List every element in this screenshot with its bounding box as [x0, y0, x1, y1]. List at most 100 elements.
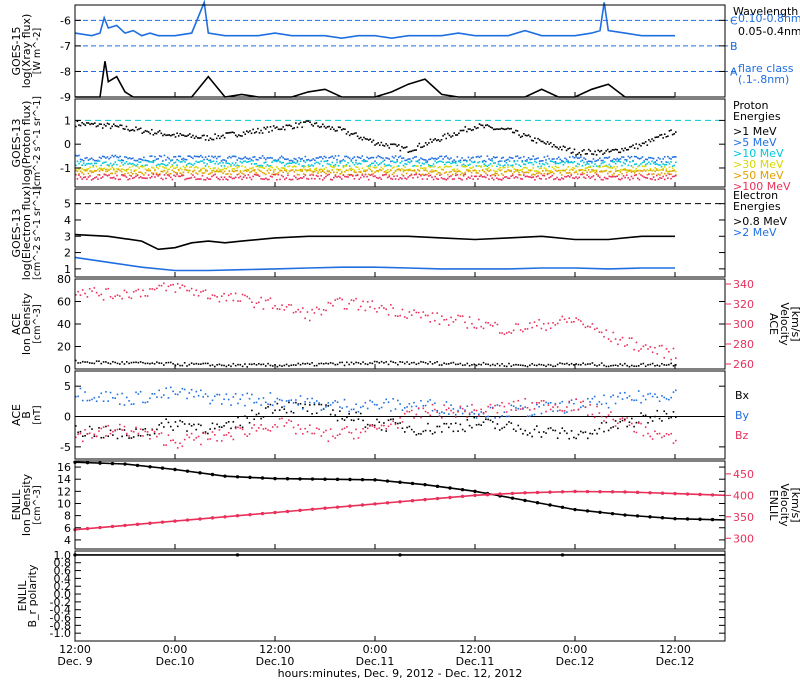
data-point: [95, 159, 98, 162]
data-point: [119, 178, 121, 181]
data-point: [85, 526, 90, 531]
data-point: [554, 178, 557, 180]
data-point: [174, 421, 177, 423]
data-point: [575, 176, 577, 178]
data-point: [160, 362, 163, 365]
data-point: [87, 172, 90, 175]
data-point: [127, 168, 129, 170]
data-point: [580, 156, 582, 158]
data-point: [165, 177, 167, 180]
data-point: [393, 143, 395, 145]
data-point: [591, 162, 593, 164]
data-point: [616, 149, 619, 151]
data-point: [415, 363, 418, 366]
data-point: [394, 423, 397, 426]
data-point: [295, 432, 297, 435]
x-tick-label-date: Dec.11: [356, 655, 395, 668]
data-point: [568, 171, 571, 174]
data-point: [352, 419, 355, 422]
legend-entry: >0.8 MeV: [733, 215, 787, 228]
data-point: [105, 125, 107, 127]
data-point: [241, 158, 243, 160]
data-point: [124, 173, 126, 175]
data-point: [385, 398, 388, 401]
data-point: [461, 315, 464, 317]
data-point: [89, 175, 91, 177]
data-point: [619, 363, 622, 365]
data-point: [362, 361, 364, 363]
data-point: [480, 424, 483, 426]
data-point: [281, 365, 283, 367]
data-point: [659, 169, 661, 171]
data-point: [464, 173, 467, 176]
data-point: [277, 159, 280, 162]
data-point: [290, 410, 293, 413]
data-point: [310, 173, 313, 176]
data-point: [378, 163, 381, 165]
data-point: [565, 160, 568, 163]
data-point: [598, 489, 602, 494]
data-point: [648, 156, 650, 159]
data-point: [343, 307, 346, 310]
data-point: [257, 168, 259, 171]
data-point: [418, 159, 421, 161]
data-point: [673, 516, 677, 521]
data-point: [417, 432, 420, 435]
data-point: [341, 418, 344, 420]
data-point: [206, 163, 208, 165]
data-point: [128, 166, 131, 169]
data-point: [195, 178, 197, 181]
data-point: [545, 161, 547, 164]
data-point: [323, 171, 326, 174]
data-point: [242, 176, 245, 179]
data-point: [209, 364, 211, 367]
data-point: [413, 361, 415, 364]
data-point: [538, 318, 540, 321]
data-point: [287, 162, 289, 165]
data-point: [358, 162, 360, 165]
data-point: [344, 155, 346, 158]
data-point: [522, 330, 524, 333]
data-point: [626, 425, 628, 428]
data-point: [345, 155, 348, 158]
data-point: [261, 171, 264, 174]
data-point: [406, 406, 408, 408]
data-point: [377, 142, 379, 144]
data-point: [673, 491, 677, 496]
data-point: [424, 314, 427, 317]
data-point: [472, 128, 474, 131]
data-point: [602, 170, 604, 173]
data-point: [75, 173, 77, 176]
data-point: [207, 395, 209, 398]
data-point: [585, 509, 590, 513]
data-point: [344, 175, 346, 178]
data-point: [451, 178, 454, 180]
data-point: [373, 424, 376, 427]
data-point: [247, 131, 250, 134]
data-point: [383, 145, 386, 147]
data-point: [492, 156, 495, 158]
data-point: [325, 160, 327, 163]
data-point: [675, 439, 677, 442]
data-point: [122, 164, 125, 166]
data-point: [582, 431, 584, 434]
data-point: [428, 142, 430, 144]
data-point: [497, 128, 500, 131]
data-point: [466, 130, 468, 133]
x-tick-label-date: Dec.10: [156, 655, 195, 668]
data-point: [169, 284, 172, 286]
data-point: [307, 158, 310, 161]
data-point: [624, 169, 626, 171]
data-point: [586, 325, 589, 328]
data-point: [302, 166, 305, 169]
data-point: [454, 162, 457, 164]
data-point: [445, 171, 448, 173]
data-point: [616, 170, 619, 172]
data-point: [323, 506, 327, 510]
data-point: [203, 178, 205, 181]
data-point: [133, 163, 136, 166]
data-point: [198, 170, 201, 172]
data-point: [454, 363, 457, 366]
data-point: [93, 433, 96, 436]
data-point: [223, 176, 226, 179]
